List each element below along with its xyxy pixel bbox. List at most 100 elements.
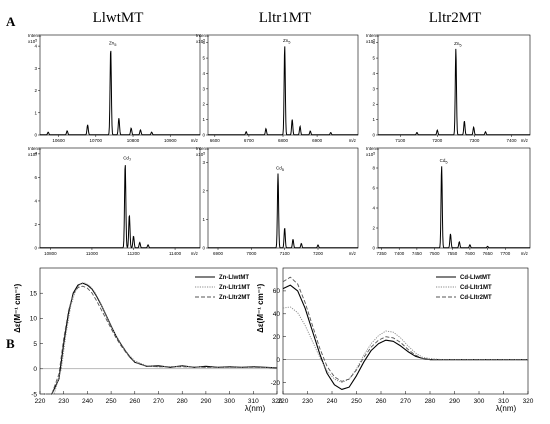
cd-y-tick-label: 15 [30, 291, 38, 298]
ms-y-multiplier: x105 [28, 39, 37, 45]
cd-x-tick-label: 270 [400, 398, 411, 405]
cd-x-tick-label: 310 [248, 398, 259, 405]
cd-x-tick-label: 320 [523, 398, 534, 405]
ms-x-tick-label: 11400 [169, 251, 182, 256]
ms-plot-lltr1mt-cd: 0 1 2 3 6900 7000 7100 7200 m/z Intens.x105 Cd5 [196, 146, 359, 256]
ms-spectrum-line [208, 173, 358, 249]
ms-x-tick-label: 7450 [412, 251, 423, 256]
legend-label: Zn-Lltr2MT [219, 295, 250, 301]
ms-y-tick-label: 3 [34, 66, 37, 71]
ms-y-multiplier: x105 [366, 39, 375, 45]
ms-spectrum-line [40, 165, 200, 249]
ms-plot-frame [39, 34, 201, 136]
cd-plot-zn: -5 0 5 10 15 220 230 240 250 260 270 280 290 300 310 32… [13, 267, 283, 413]
cd-x-tick-label: 310 [498, 398, 509, 405]
ms-peak-label: Cd7 [123, 155, 132, 162]
cd-x-tick-label: 230 [58, 398, 69, 405]
legend-label: Zn-LlwtMT [219, 275, 249, 281]
ms-y-tick-label: 6 [202, 40, 205, 45]
ms-plot-frame [377, 147, 531, 249]
ms-peak-label: Zn5 [109, 40, 117, 47]
ms-spectrum-line [378, 48, 530, 136]
ms-y-tick-label: 1 [34, 110, 37, 115]
ms-y-axis-title: Intens. [366, 33, 380, 38]
ms-x-tick-label: 7600 [465, 251, 476, 256]
ms-y-tick-label: 0 [202, 246, 205, 251]
cd-x-tick-label: 280 [177, 398, 188, 405]
ms-y-multiplier: x105 [366, 152, 375, 158]
cd-x-tick-label: 280 [425, 398, 436, 405]
ms-spectrum-line [378, 166, 530, 249]
cd-x-tick-label: 220 [35, 398, 46, 405]
column-title-lltr2mt: Lltr2MT [429, 10, 482, 26]
ms-x-tick-label: 7200 [313, 251, 324, 256]
ms-y-tick-label: 2 [372, 102, 375, 107]
cd-series-zn-lltr1mt [40, 282, 278, 395]
ms-y-tick-label: 0 [372, 246, 375, 251]
ms-x-tick-label: 7350 [377, 251, 388, 256]
ms-y-tick-label: 6 [34, 175, 37, 180]
ms-y-tick-label: 0 [34, 133, 37, 138]
ms-y-tick-label: 5 [372, 56, 375, 61]
panel-a-label: A [6, 14, 16, 29]
cd-y-tick-label: 0 [33, 366, 37, 373]
ms-y-tick-label: 8 [34, 151, 37, 156]
ms-y-tick-label: 1 [202, 117, 205, 122]
ms-y-tick-label: 1 [372, 117, 375, 122]
ms-y-tick-label: 2 [34, 222, 37, 227]
ms-x-tick-label: 10800 [44, 251, 57, 256]
ms-y-tick-label: 2 [202, 102, 205, 107]
ms-y-multiplier: x105 [196, 152, 205, 158]
ms-spectrum-line [40, 50, 200, 136]
ms-y-tick-label: 3 [202, 86, 205, 91]
ms-y-tick-label: 4 [372, 206, 375, 211]
ms-peak-label: Zn5 [454, 41, 462, 48]
cd-series-cd-lltr1mt [282, 306, 528, 383]
ms-x-tick-label: 6700 [244, 138, 255, 143]
cd-x-tick-label: 320 [272, 398, 283, 405]
ms-x-tick-label: 6600 [210, 138, 221, 143]
ms-x-tick-label: 7300 [469, 138, 480, 143]
cd-x-tick-label: 250 [106, 398, 117, 405]
legend-label: Zn-Lltr1MT [219, 285, 250, 291]
cd-series-zn-lltr2mt [40, 285, 278, 395]
ms-plot-frame [377, 34, 531, 136]
cd-series-line [40, 285, 278, 395]
cd-x-tick-label: 230 [302, 398, 313, 405]
cd-y-tick-label: -20 [271, 380, 281, 387]
ms-y-tick-label: 1 [202, 217, 205, 222]
ms-x-tick-label: 7200 [432, 138, 443, 143]
ms-y-tick-label: 6 [372, 186, 375, 191]
ms-x-tick-label: 7500 [430, 251, 441, 256]
cd-y-tick-label: -5 [31, 391, 37, 398]
ms-y-tick-label: 0 [34, 246, 37, 251]
ms-x-tick-label: 10600 [52, 138, 65, 143]
ms-x-tick-label: 7000 [246, 251, 257, 256]
ms-plot-frame [207, 34, 359, 136]
cd-series-line [282, 276, 528, 382]
ms-y-tick-label: 2 [202, 188, 205, 193]
column-title-lltr1mt: Lltr1MT [259, 10, 312, 26]
cd-plot-cd: -20 0 20 40 60 220 230 240 250 260 270 280 290 300 310… [256, 267, 534, 413]
ms-y-tick-label: 0 [202, 133, 205, 138]
cd-y-tick-label: 60 [273, 288, 281, 295]
ms-y-tick-label: 6 [372, 40, 375, 45]
cd-x-tick-label: 260 [376, 398, 387, 405]
cd-x-tick-label: 300 [474, 398, 485, 405]
ms-x-tick-label: 11200 [127, 251, 140, 256]
cd-y-tick-label: 10 [30, 316, 38, 323]
legend-label: Cd-Lltr1MT [460, 285, 492, 291]
ms-x-tick-label: 7400 [394, 251, 405, 256]
legend-label: Cd-Lltr2MT [460, 295, 492, 301]
cd-y-axis-label: Δε(M⁻¹ cm⁻¹) [256, 283, 265, 332]
ms-plot-llwtmt-cd: 0 2 4 6 8 10800 11000 11200 11400 m/z Intens.x104 C… [28, 146, 201, 256]
cd-y-tick-label: 20 [273, 334, 281, 341]
ms-plot-lltr1mt-zn: 0 1 2 3 4 5 6 6600 6700 6800 6900 m/z Intens.x105 Zn5 [196, 33, 359, 143]
ms-y-tick-label: 5 [202, 56, 205, 61]
cd-y-tick-label: 40 [273, 311, 281, 318]
ms-x-axis-unit: m/z [521, 138, 529, 143]
ms-y-axis-title: Intens. [28, 146, 42, 151]
cd-x-tick-label: 240 [82, 398, 93, 405]
ms-x-tick-label: 7100 [280, 251, 291, 256]
